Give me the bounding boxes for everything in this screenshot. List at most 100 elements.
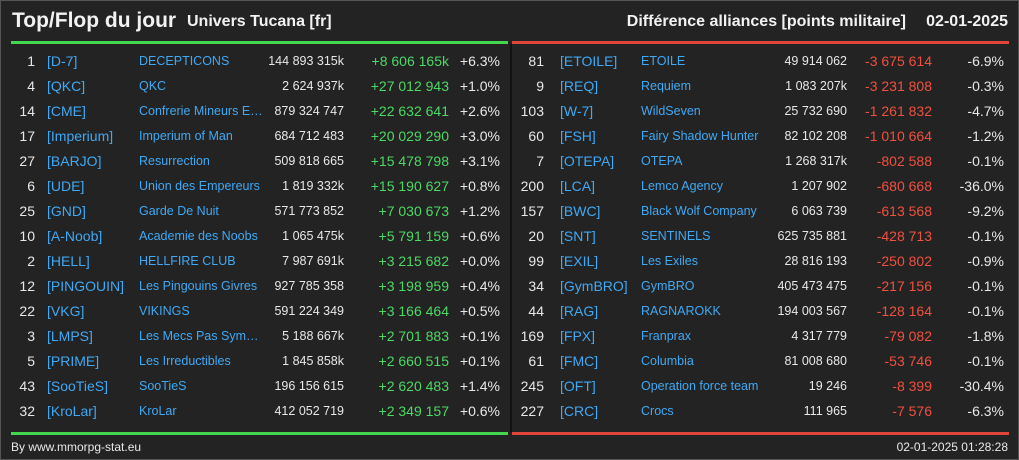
alliance-tag-link[interactable]: [FMC]: [560, 353, 599, 369]
alliance-rank: 6: [27, 178, 35, 194]
alliance-tag-link[interactable]: [QKC]: [47, 78, 86, 94]
alliance-tag-link[interactable]: [EXIL]: [560, 253, 599, 269]
alliance-tag-link[interactable]: [UDE]: [47, 178, 85, 194]
percent-change: +0.1%: [459, 328, 500, 344]
alliance-points: 111 965: [803, 404, 847, 418]
alliance-tag-link[interactable]: [PINGOUIN]: [47, 278, 125, 294]
loser-row: 9 [REQ] Requiem 1 083 207k -3 231 808 -0.3%: [512, 74, 1018, 99]
loser-row: 245 [OFT] Operation force team 19 246 -8 399…: [512, 374, 1018, 399]
alliance-tag-link[interactable]: [BWC]: [560, 203, 601, 219]
alliance-points: 684 712 483: [274, 129, 344, 143]
alliance-points: 927 785 358: [274, 279, 344, 293]
alliance-tag-link[interactable]: [GND]: [47, 203, 86, 219]
points-change: +8 606 165k: [371, 53, 449, 69]
alliance-name-link[interactable]: Operation force team: [641, 379, 759, 393]
alliance-rank: 17: [19, 128, 35, 144]
alliance-tag-link[interactable]: [W-7]: [560, 103, 594, 119]
percent-change: +0.4%: [459, 278, 500, 294]
alliance-name-link[interactable]: Academie des Noobs: [139, 229, 258, 243]
points-change: +5 791 159: [378, 228, 449, 244]
gainer-row: 5 [PRIME] Les Irreductibles 1 845 858k +2 66…: [1, 349, 510, 374]
alliance-rank: 227: [520, 403, 544, 419]
alliance-name-link[interactable]: Black Wolf Company: [641, 204, 757, 218]
alliance-tag-link[interactable]: [CME]: [47, 103, 86, 119]
alliance-tag-link[interactable]: [CRC]: [560, 403, 599, 419]
alliance-name-link[interactable]: HELLFIRE CLUB: [139, 254, 236, 268]
alliance-name-link[interactable]: Requiem: [641, 79, 692, 93]
alliance-name-link[interactable]: SooTieS: [139, 379, 187, 393]
points-change: +22 632 641: [370, 103, 449, 119]
alliance-name-link[interactable]: GymBRO: [641, 279, 695, 293]
percent-change: -0.1%: [967, 278, 1004, 294]
loser-row: 34 [GymBRO] GymBRO 405 473 475 -217 156 -0.1%: [512, 274, 1018, 299]
loser-row: 99 [EXIL] Les Exiles 28 816 193 -250 802 -0.9…: [512, 249, 1018, 274]
flop-bottom-divider: [512, 432, 1009, 435]
alliance-tag-link[interactable]: [BARJO]: [47, 153, 102, 169]
alliance-name-link[interactable]: Les Irreductibles: [139, 354, 231, 368]
alliance-name-link[interactable]: Fairy Shadow Hunter: [641, 129, 759, 143]
gainer-row: 43 [SooTieS] SooTieS 196 156 615 +2 620 483 +…: [1, 374, 510, 399]
alliance-points: 509 818 665: [274, 154, 344, 168]
alliance-rank: 60: [528, 128, 544, 144]
alliance-name-link[interactable]: Lemco Agency: [641, 179, 723, 193]
top-bottom-divider: [11, 432, 508, 435]
alliance-tag-link[interactable]: [REQ]: [560, 78, 599, 94]
source-link[interactable]: By www.mmorpg-stat.eu: [11, 440, 142, 454]
alliance-tag-link[interactable]: [FSH]: [560, 128, 596, 144]
alliance-name-link[interactable]: DECEPTICONS: [139, 54, 230, 68]
alliance-rank: 14: [19, 103, 35, 119]
alliance-tag-link[interactable]: [OTEPA]: [560, 153, 615, 169]
alliance-tag-link[interactable]: [LMPS]: [47, 328, 93, 344]
alliance-name-link[interactable]: KroLar: [139, 404, 177, 418]
alliance-tag-link[interactable]: [LCA]: [560, 178, 596, 194]
alliance-name-link[interactable]: VIKINGS: [139, 304, 190, 318]
alliance-tag-link[interactable]: [D-7]: [47, 53, 78, 69]
alliance-tag-link[interactable]: [SNT]: [560, 228, 596, 244]
alliance-tag-link[interactable]: [HELL]: [47, 253, 90, 269]
alliance-tag-link[interactable]: [GymBRO]: [560, 278, 628, 294]
alliance-name-link[interactable]: QKC: [139, 79, 167, 93]
alliance-rank: 5: [27, 353, 35, 369]
loser-row: 20 [SNT] SENTINELS 625 735 881 -428 713 -0.1%: [512, 224, 1018, 249]
alliance-name-link[interactable]: OTEPA: [641, 154, 683, 168]
alliance-name-link[interactable]: Resurrection: [139, 154, 210, 168]
loser-row: 103 [W-7] WildSeven 25 732 690 -1 261 832 -4.…: [512, 99, 1018, 124]
column-separator: [510, 44, 512, 432]
alliance-name-link[interactable]: Franprax: [641, 329, 692, 343]
alliance-name-link[interactable]: Les Exiles: [641, 254, 698, 268]
alliance-name-link[interactable]: Garde De Nuit: [139, 204, 219, 218]
alliance-points: 196 156 615: [274, 379, 344, 393]
alliance-name-link[interactable]: Columbia: [641, 354, 694, 368]
alliance-name-link[interactable]: Les Mecs Pas Sympas: [139, 329, 265, 343]
alliance-name-link[interactable]: WildSeven: [641, 104, 701, 118]
generated-timestamp: 02-01-2025 01:28:28: [896, 440, 1008, 454]
alliance-tag-link[interactable]: [FPX]: [560, 328, 596, 344]
alliance-tag-link[interactable]: [RAG]: [560, 303, 599, 319]
alliance-tag-link[interactable]: [SooTieS]: [47, 378, 108, 394]
gainer-row: 22 [VKG] VIKINGS 591 224 349 +3 166 464 +0.5%: [1, 299, 510, 324]
alliance-rank: 1: [27, 53, 35, 69]
alliance-name-link[interactable]: ETOILE: [641, 54, 686, 68]
percent-change: -0.3%: [967, 78, 1004, 94]
points-change: +15 478 798: [370, 153, 449, 169]
alliance-name-link[interactable]: Confrerie Mineurs Elite: [139, 104, 265, 118]
alliance-tag-link[interactable]: [ETOILE]: [560, 53, 618, 69]
alliance-name-link[interactable]: Union des Empereurs: [139, 179, 260, 193]
alliance-tag-link[interactable]: [KroLar]: [47, 403, 97, 419]
alliance-name-link[interactable]: Crocs: [641, 404, 674, 418]
gainer-row: 2 [HELL] HELLFIRE CLUB 7 987 691k +3 215 682…: [1, 249, 510, 274]
alliance-name-link[interactable]: Imperium of Man: [139, 129, 233, 143]
alliance-rank: 20: [528, 228, 544, 244]
alliance-tag-link[interactable]: [Imperium]: [47, 128, 114, 144]
alliance-tag-link[interactable]: [A-Noob]: [47, 228, 103, 244]
gainer-row: 25 [GND] Garde De Nuit 571 773 852 +7 030 67…: [1, 199, 510, 224]
alliance-name-link[interactable]: SENTINELS: [641, 229, 711, 243]
alliance-tag-link[interactable]: [PRIME]: [47, 353, 100, 369]
alliance-rank: 12: [19, 278, 35, 294]
alliance-name-link[interactable]: RAGNAROKK: [641, 304, 721, 318]
alliance-name-link[interactable]: Les Pingouins Givres: [139, 279, 258, 293]
alliance-tag-link[interactable]: [OFT]: [560, 378, 596, 394]
alliance-points: 879 324 747: [274, 104, 344, 118]
alliance-tag-link[interactable]: [VKG]: [47, 303, 85, 319]
header: Top/Flop du jour Univers Tucana [fr] Dif…: [1, 1, 1018, 41]
